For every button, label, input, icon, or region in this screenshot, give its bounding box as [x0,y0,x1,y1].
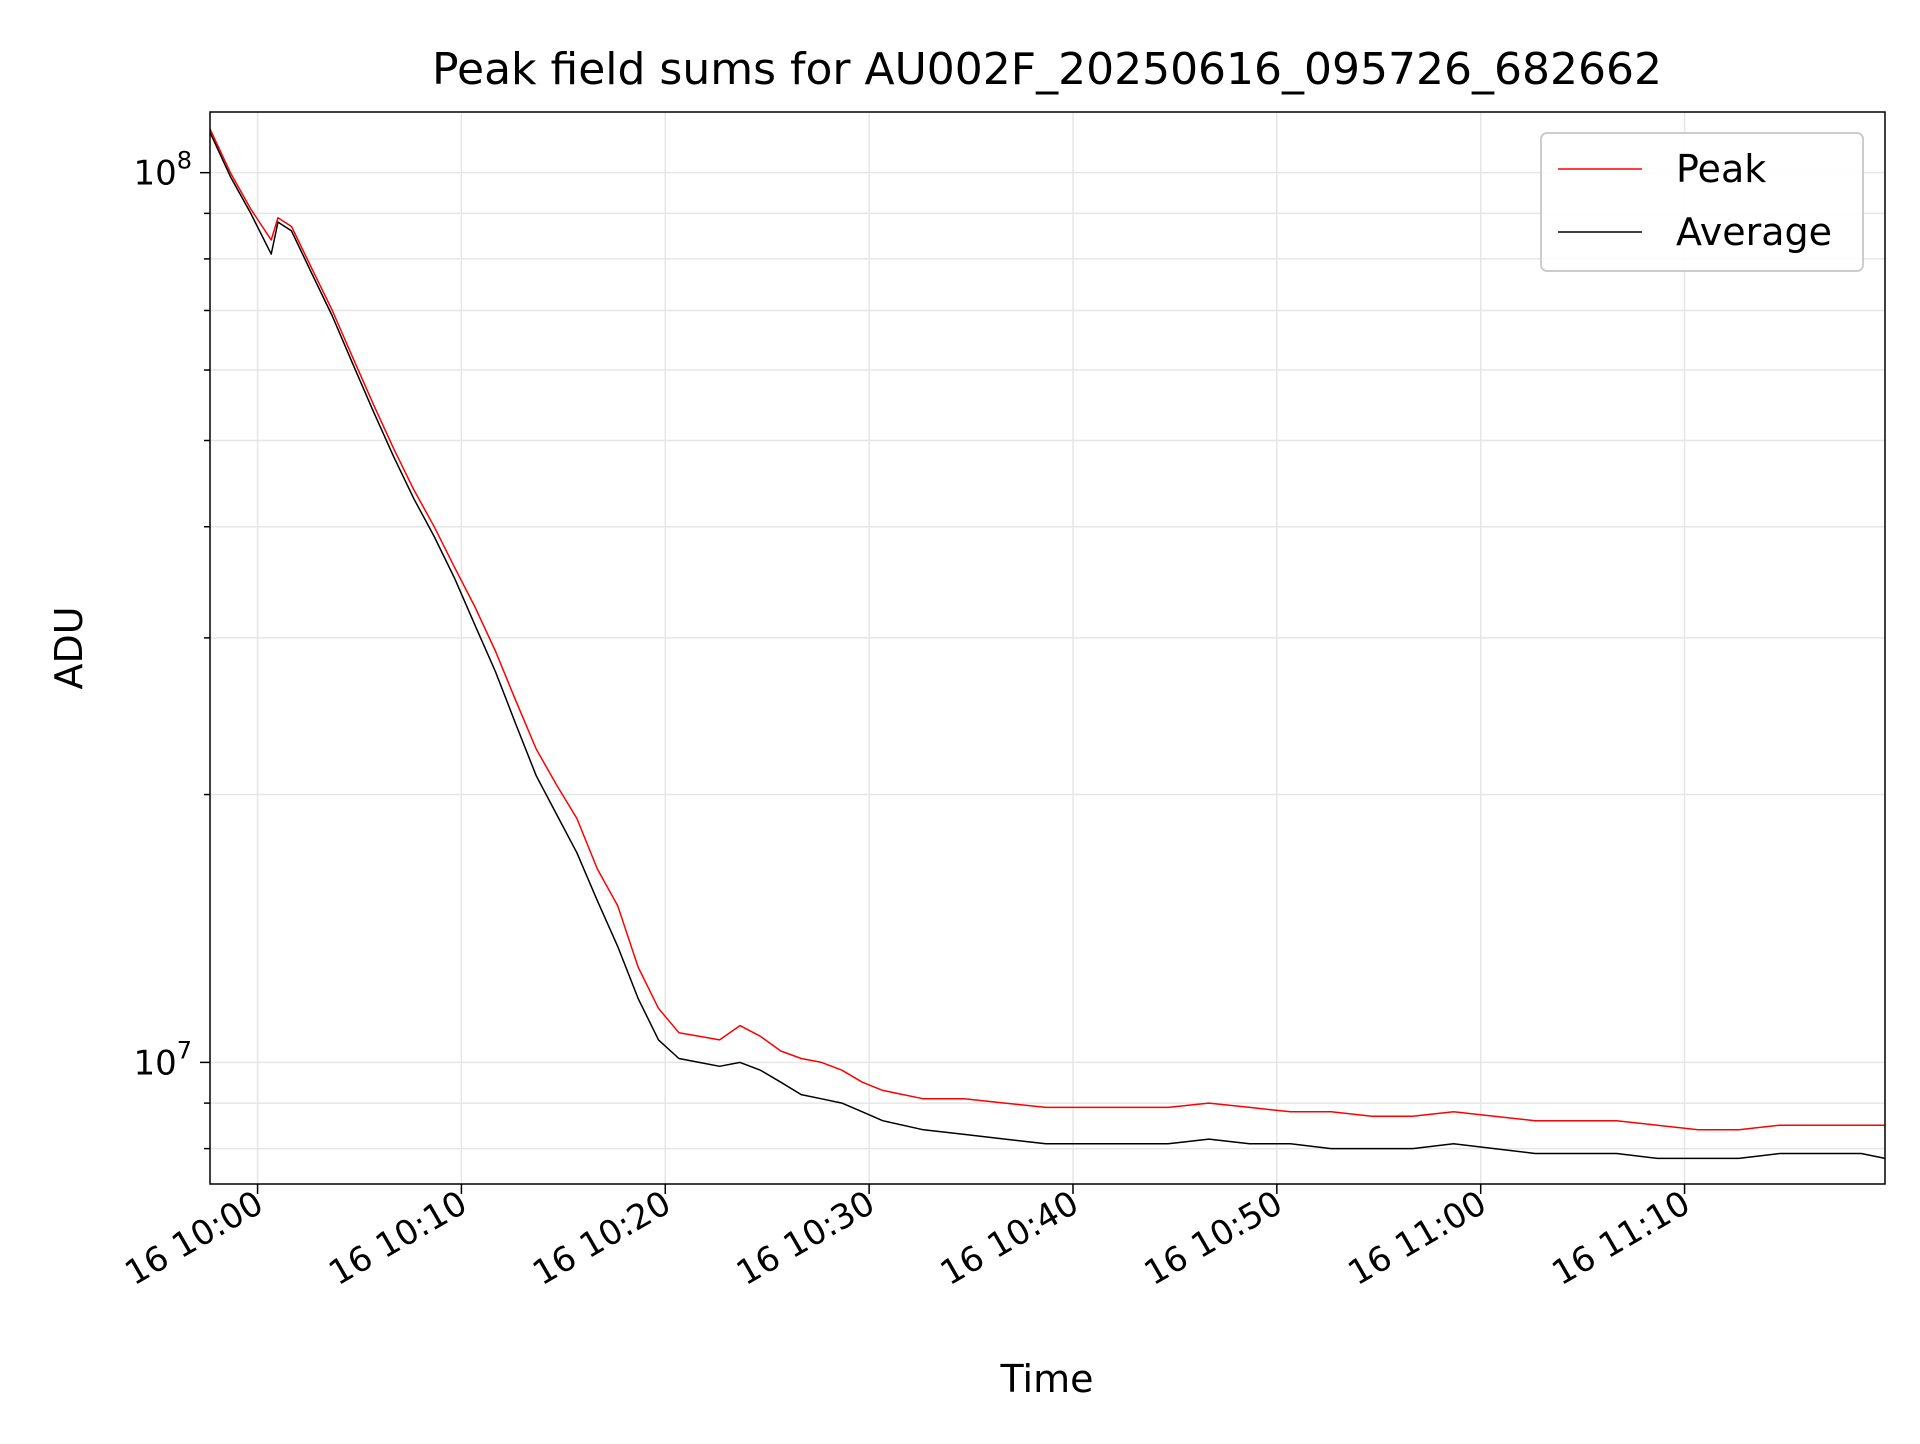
y-tick-label: 108 [133,147,192,194]
chart-title: Peak field sums for AU002F_20250616_0957… [432,44,1662,95]
series-lines [209,128,1886,1160]
legend-label-peak: Peak [1676,147,1766,191]
y-tick-base: 10 [133,154,176,194]
x-axis-label: Time [1000,1357,1094,1401]
y-tick-exponent: 8 [177,147,192,175]
legend-box [1540,132,1864,272]
y-tick-base: 10 [133,1043,176,1083]
y-axis-label: ADU [47,606,91,689]
y-tick-exponent: 7 [177,1036,192,1064]
y-tick-label: 107 [133,1036,192,1083]
legend: Peak Average [1540,132,1864,272]
series-line-peak [209,128,1885,1131]
series-line-average [209,131,1886,1160]
legend-label-average: Average [1676,210,1832,254]
plot-frame [209,111,1886,1185]
